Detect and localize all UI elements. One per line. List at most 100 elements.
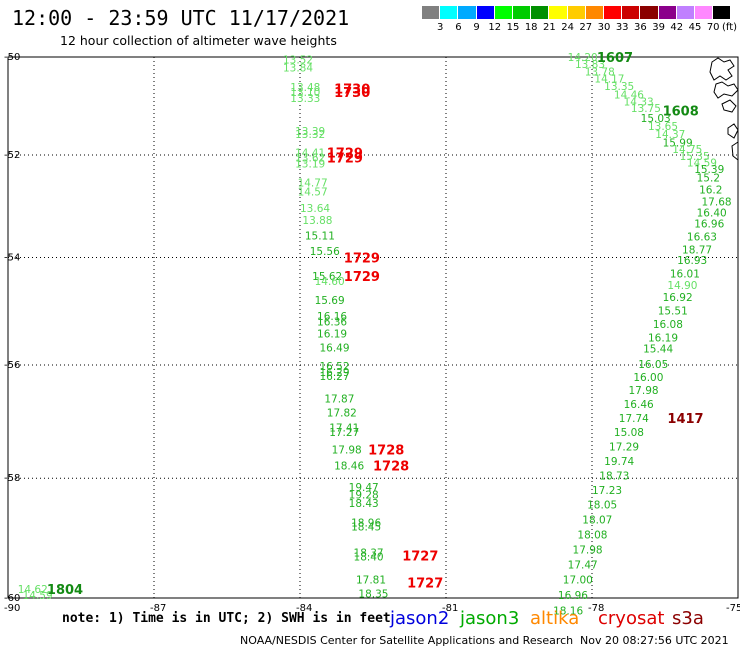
swh-value: 17.81: [356, 575, 386, 587]
colorbar-swatch: [604, 6, 622, 19]
swh-value: 17.27: [329, 427, 359, 439]
swh-value: 14.62: [18, 584, 48, 596]
swh-value: 17.00: [563, 575, 593, 587]
swh-value: 16.92: [663, 292, 693, 304]
swh-value: 13.64: [300, 203, 330, 215]
pass-time-label: 1729: [327, 152, 363, 167]
pass-time-label: 1727: [407, 577, 443, 592]
pass-time-label: 1730: [334, 82, 370, 97]
swh-value: 13.83: [575, 59, 605, 71]
longitude-tick-label: -81: [442, 603, 458, 614]
colorbar-label: 30: [597, 22, 611, 33]
swh-value: 13.10: [290, 87, 320, 99]
swh-value: 14.77: [298, 178, 328, 190]
swh-value: 15.56: [310, 246, 340, 258]
swh-value: 16.05: [638, 359, 668, 371]
latitude-tick-label: -52: [4, 150, 20, 161]
pass-time-label: 1607: [597, 51, 633, 66]
swh-value: 14.37: [655, 129, 685, 141]
swh-value: 13.33: [290, 93, 320, 105]
colorbar-label: 6: [455, 22, 462, 33]
swh-value: 18.07: [582, 514, 612, 526]
coastline-segment: [713, 81, 739, 99]
swh-value: 19.74: [604, 456, 634, 468]
longitude-tick-label: -87: [150, 603, 166, 614]
swh-value: 18.46: [334, 460, 364, 472]
swh-value: 14.46: [614, 90, 644, 102]
swh-value: 17.87: [324, 393, 354, 405]
longitude-tick-label: -90: [4, 603, 20, 614]
swh-value: 17.68: [702, 197, 732, 209]
pass-time-label: 1730: [334, 86, 370, 101]
swh-value: 13.88: [302, 215, 332, 227]
swh-value: 17.98: [332, 444, 362, 456]
colorbar-swatch: [713, 6, 731, 19]
swh-value: 18.73: [599, 470, 629, 482]
swh-value: 16.08: [653, 319, 683, 331]
pass-time-label: 1804: [47, 583, 83, 598]
colorbar-label: 39: [652, 22, 665, 33]
swh-value: 16.96: [558, 590, 588, 602]
swh-value: 18.40: [354, 551, 384, 563]
swh-value: 13.32: [295, 129, 325, 141]
satellite-legend-altika: altika: [530, 608, 580, 629]
pass-time-label: 1728: [368, 443, 404, 458]
swh-value: 17.82: [327, 407, 357, 419]
colorbar-label: 33: [615, 22, 629, 33]
swh-value: 18.96: [351, 517, 381, 529]
page-subtitle: 12 hour collection of altimeter wave hei…: [60, 33, 337, 48]
swh-value: 15.03: [641, 113, 671, 125]
swh-value: 16.19: [648, 333, 678, 345]
swh-value: 16.2: [699, 184, 722, 196]
pass-time-label: 1729: [344, 270, 380, 285]
latitude-labels: -50 -52 -54 -56 -58 -60: [4, 52, 20, 604]
coastline-segment: [727, 123, 739, 139]
pass-time-label: 1728: [373, 459, 409, 474]
swh-value: 13.65: [648, 121, 678, 133]
colorbar-swatch: [494, 6, 512, 19]
longitude-tick-label: -78: [588, 603, 604, 614]
colorbar-swatch: [640, 6, 658, 19]
longitude-labels: -90 -87 -84 -81 -78 -75: [4, 603, 740, 614]
latitude-tick-label: -58: [4, 473, 20, 484]
swh-value: 17.23: [592, 485, 622, 497]
colorbar-swatch: [567, 6, 585, 19]
swh-value: 15.51: [658, 306, 688, 318]
swh-value: 17.47: [568, 559, 598, 571]
satellite-legend-s3a: s3a: [672, 608, 704, 629]
colorbar-label: 12: [488, 22, 502, 33]
swh-value: 14.59: [687, 158, 717, 170]
longitude-tick-label: -84: [296, 603, 312, 614]
swh-value: 16.29: [319, 367, 349, 379]
swh-value: 16.36: [317, 316, 347, 328]
swh-value: 17.98: [573, 544, 603, 556]
colorbar-swatch: [695, 6, 713, 19]
colorbar-label: 3: [437, 22, 444, 33]
colorbar-label: 9: [473, 22, 480, 33]
swh-value: 13.52: [283, 54, 313, 66]
swh-value: 15.44: [643, 344, 673, 356]
swh-value: 15.69: [315, 295, 345, 307]
pass-time-labels: 1730173017291729172917291728172817271727…: [47, 51, 704, 598]
latitude-tick-label: -54: [4, 252, 20, 263]
swh-value: 16.40: [697, 207, 727, 219]
longitude-tick-label: -75: [726, 603, 740, 614]
satellite-legend-jason2: jason2: [390, 608, 450, 629]
swh-value: 16.19: [317, 328, 347, 340]
swh-value: 15.2: [697, 173, 720, 185]
colorbar-unit: (ft): [722, 22, 738, 33]
map-frame: [7, 56, 739, 599]
swh-value: 18.37: [354, 547, 384, 559]
swh-value: 17.74: [619, 413, 649, 425]
swh-value: 17.98: [629, 385, 659, 397]
satellite-legend-jason3: jason3: [460, 608, 520, 629]
latitude-tick-label: -60: [4, 593, 20, 604]
swh-value: 13.78: [585, 66, 615, 78]
colorbar-swatch: [622, 6, 640, 19]
colorbar-swatch: [440, 6, 458, 19]
colorbar-swatch: [513, 6, 531, 19]
swh-value: 16.96: [694, 219, 724, 231]
footer-credit: NOAA/NESDIS Center for Satellite Applica…: [240, 634, 574, 647]
